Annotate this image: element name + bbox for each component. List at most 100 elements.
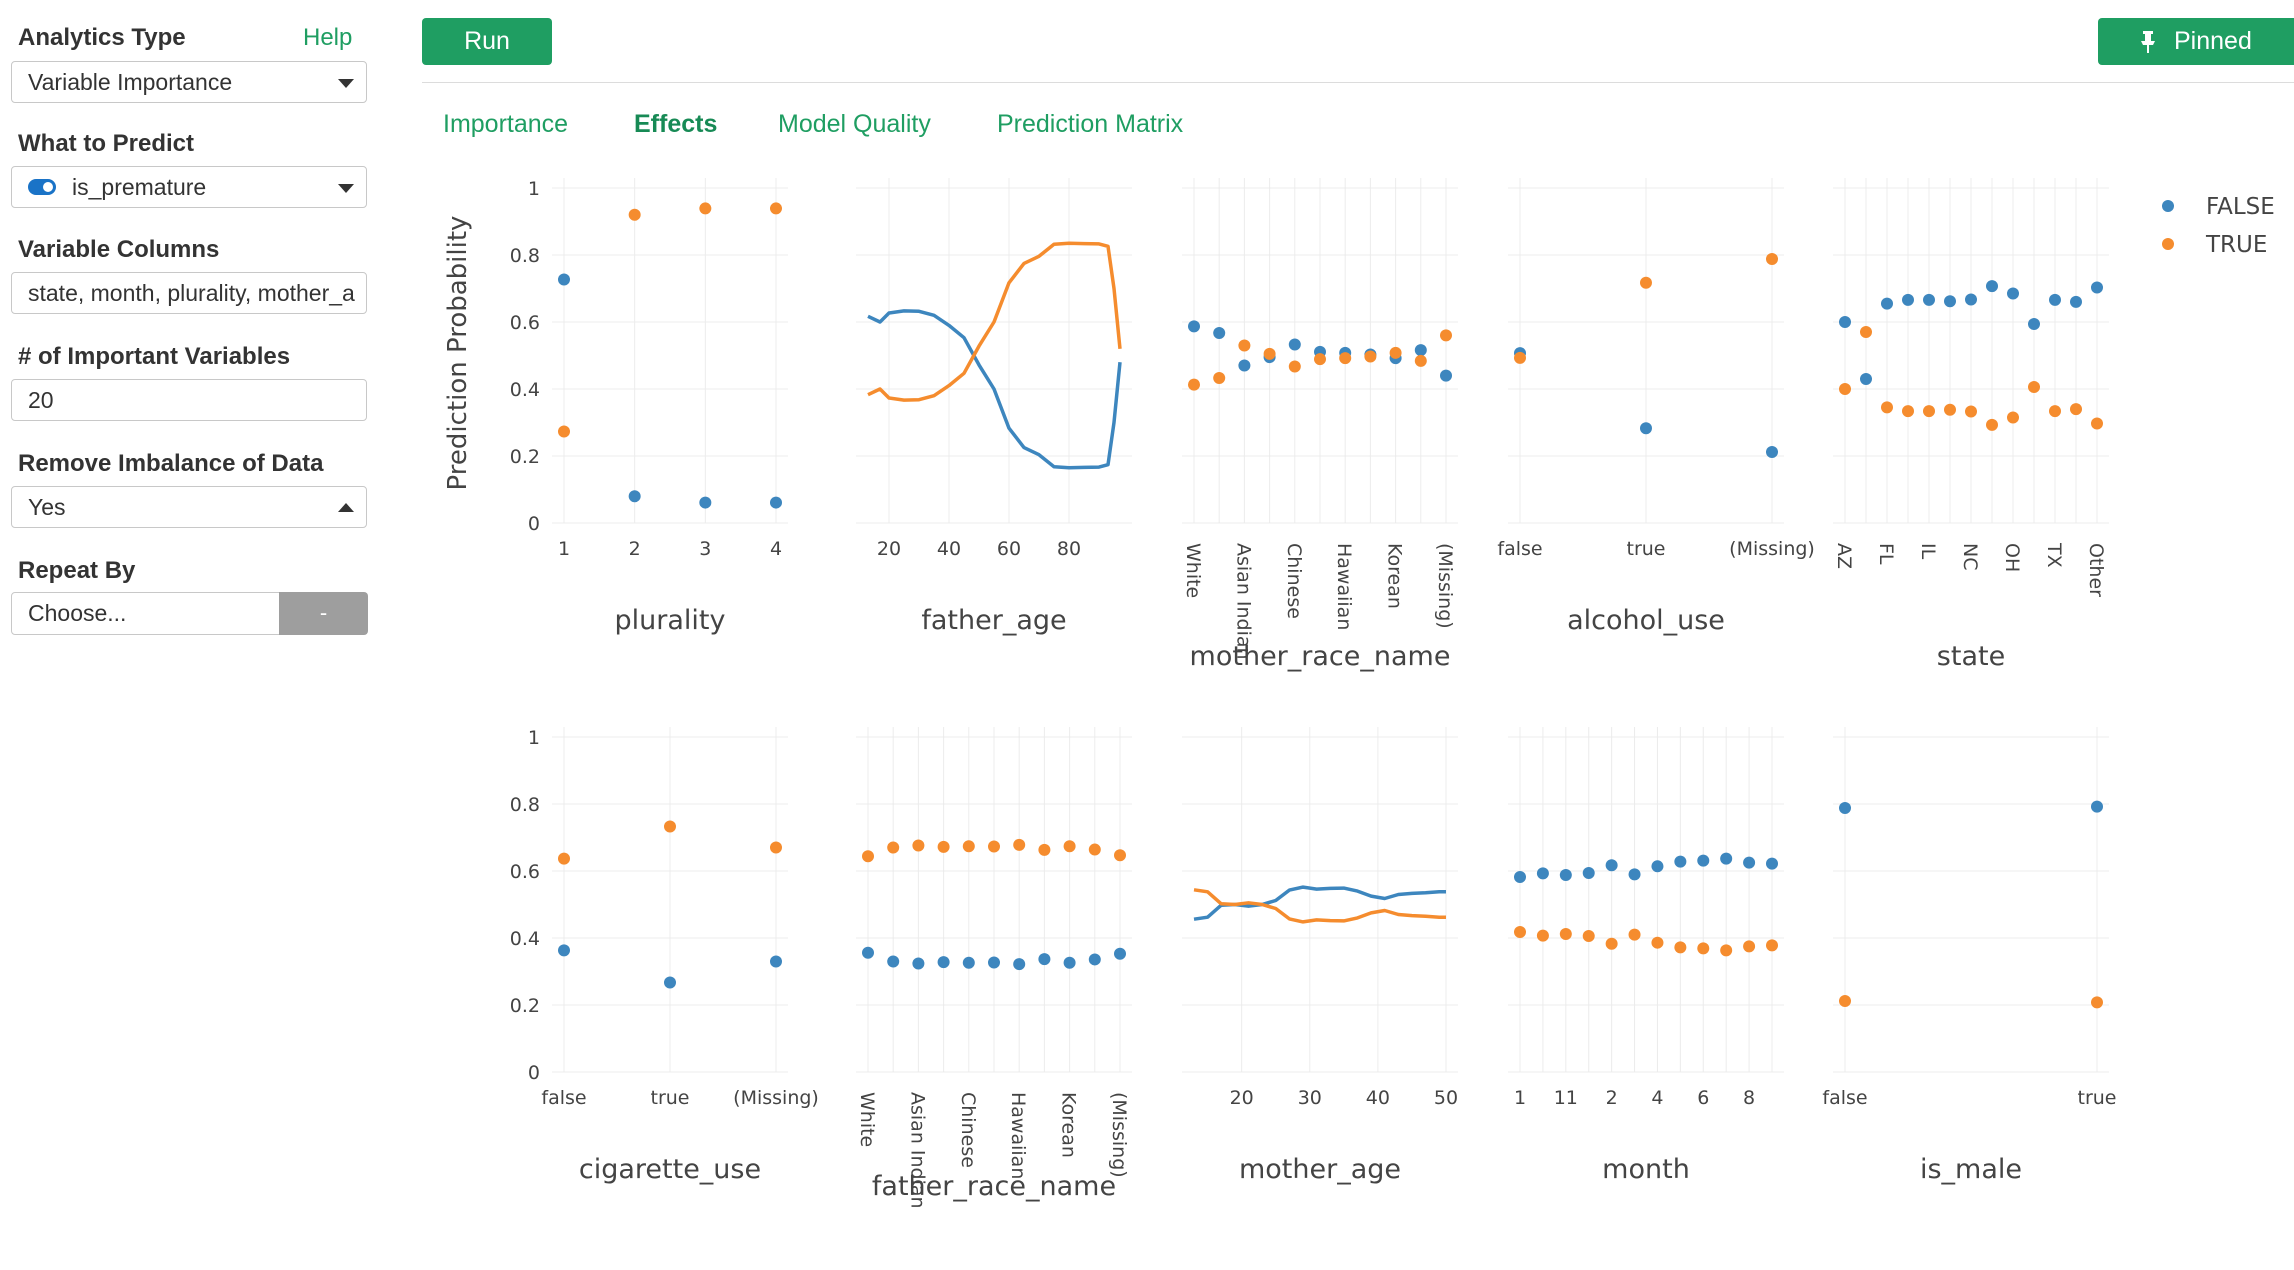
point-false: [988, 956, 1000, 969]
point-true: [887, 841, 900, 854]
y-tick-label: 0.8: [510, 794, 540, 816]
x-tick-label: true: [651, 1087, 690, 1109]
point-true: [1839, 383, 1851, 395]
repeat-by-clear-button[interactable]: -: [279, 592, 368, 635]
point-true: [770, 841, 782, 854]
tab-importance[interactable]: Importance: [443, 110, 569, 138]
series-line-false: [867, 309, 1122, 470]
point-false: [558, 273, 570, 286]
repeat-by-select[interactable]: Choose...: [11, 592, 281, 635]
point-true: [962, 840, 975, 853]
y-tick-label: 1: [528, 178, 540, 200]
important-variables-label: # of Important Variables: [18, 343, 291, 370]
important-variables-value: 20: [28, 387, 54, 413]
point-false: [1628, 868, 1641, 881]
x-tick-label: 4: [770, 538, 782, 560]
variable-columns-input[interactable]: state, month, plurality, mother_a: [11, 272, 367, 314]
chart-father-race-name: White Asian Indian Chinese Hawaiian Korean (M…: [856, 727, 1132, 1209]
y-tick-label: 0.6: [510, 861, 540, 883]
pinned-label: Pinned: [2174, 27, 2252, 55]
chart-mother-age: 20 30 40 50 mother_age: [1182, 727, 1458, 1185]
point-true: [1038, 843, 1051, 856]
run-button[interactable]: Run: [422, 18, 552, 65]
point-false: [1720, 852, 1733, 865]
x-tick-label: (Missing): [1729, 538, 1815, 560]
x-tick-label: 1: [1514, 1087, 1526, 1109]
point-true: [1902, 405, 1914, 418]
point-true: [1339, 352, 1352, 365]
point-false: [1188, 320, 1200, 333]
x-axis-title: state: [1937, 641, 2005, 672]
point-false: [912, 957, 925, 970]
point-false: [1440, 369, 1452, 382]
point-false: [1088, 953, 1101, 966]
what-to-predict-label: What to Predict: [18, 130, 195, 157]
tab-model-quality[interactable]: Model Quality: [778, 110, 931, 138]
x-tick-label: AZ: [1833, 543, 1855, 569]
point-false: [699, 496, 712, 509]
point-false: [1860, 372, 1872, 385]
point-false: [962, 956, 975, 969]
remove-imbalance-select[interactable]: Yes: [11, 486, 367, 528]
x-axis-title: father_age: [921, 605, 1066, 636]
legend-marker-true: [2162, 238, 2174, 250]
x-axis-title: mother_race_name: [1190, 641, 1451, 672]
point-false: [664, 976, 676, 989]
point-true: [1697, 942, 1710, 955]
x-tick-label: Asian Indian: [906, 1092, 928, 1209]
y-tick-label: 0: [528, 513, 540, 535]
y-tick-label: 0.4: [510, 928, 540, 950]
x-tick-label: 4: [1651, 1087, 1663, 1109]
important-variables-input[interactable]: 20: [11, 379, 367, 421]
point-true: [664, 820, 676, 833]
point-false: [1364, 348, 1377, 361]
point-false: [1743, 856, 1756, 869]
x-tick-label: false: [1497, 538, 1542, 560]
toggle-icon: [28, 179, 56, 195]
x-tick-label: Hawaiian: [1007, 1092, 1029, 1179]
point-false: [1766, 445, 1778, 458]
x-tick-label: false: [1822, 1087, 1867, 1109]
x-tick-label: 80: [1057, 538, 1081, 560]
point-true: [1720, 944, 1733, 957]
point-true: [1944, 403, 1956, 416]
what-to-predict-select[interactable]: is_premature: [11, 166, 367, 208]
x-tick-label: 20: [1230, 1087, 1254, 1109]
point-true: [1651, 936, 1664, 949]
point-false: [1414, 344, 1427, 357]
x-tick-label: (Missing): [1108, 1092, 1130, 1178]
x-tick-label: 40: [937, 538, 961, 560]
point-true: [2007, 411, 2019, 424]
point-false: [1766, 857, 1778, 870]
point-true: [2091, 996, 2103, 1009]
point-true: [1860, 326, 1872, 339]
x-axis-title: is_male: [1920, 1154, 2022, 1185]
tab-effects[interactable]: Effects: [634, 110, 718, 138]
point-true: [1088, 843, 1101, 856]
point-false: [862, 946, 874, 959]
x-axis-title: alcohol_use: [1567, 605, 1725, 636]
x-axis-title: father_race_name: [872, 1171, 1116, 1202]
point-false: [1923, 293, 1935, 306]
legend-label-true: TRUE: [2205, 232, 2267, 258]
x-tick-label: 1: [558, 538, 570, 560]
point-false: [1013, 958, 1026, 971]
what-to-predict-value: is_premature: [72, 174, 207, 200]
pinned-button[interactable]: Pinned: [2098, 18, 2294, 65]
chart-is-male: false true is_male: [1822, 727, 2117, 1185]
sidebar: Analytics Type Help Variable Importance …: [0, 0, 400, 1270]
tab-prediction-matrix[interactable]: Prediction Matrix: [997, 110, 1184, 138]
x-tick-label: Korean: [1058, 1092, 1080, 1158]
help-link[interactable]: Help: [303, 24, 353, 51]
point-true: [558, 852, 570, 865]
point-true: [1364, 350, 1377, 363]
x-axis-title: mother_age: [1239, 1154, 1401, 1185]
point-false: [1944, 295, 1956, 308]
analytics-type-select[interactable]: Variable Importance: [11, 61, 367, 103]
point-false: [1902, 293, 1914, 306]
x-axis-title: month: [1602, 1154, 1690, 1185]
x-tick-label: (Missing): [1434, 543, 1456, 629]
legend: FALSE TRUE: [2162, 194, 2275, 258]
x-tick-label: 30: [1298, 1087, 1322, 1109]
